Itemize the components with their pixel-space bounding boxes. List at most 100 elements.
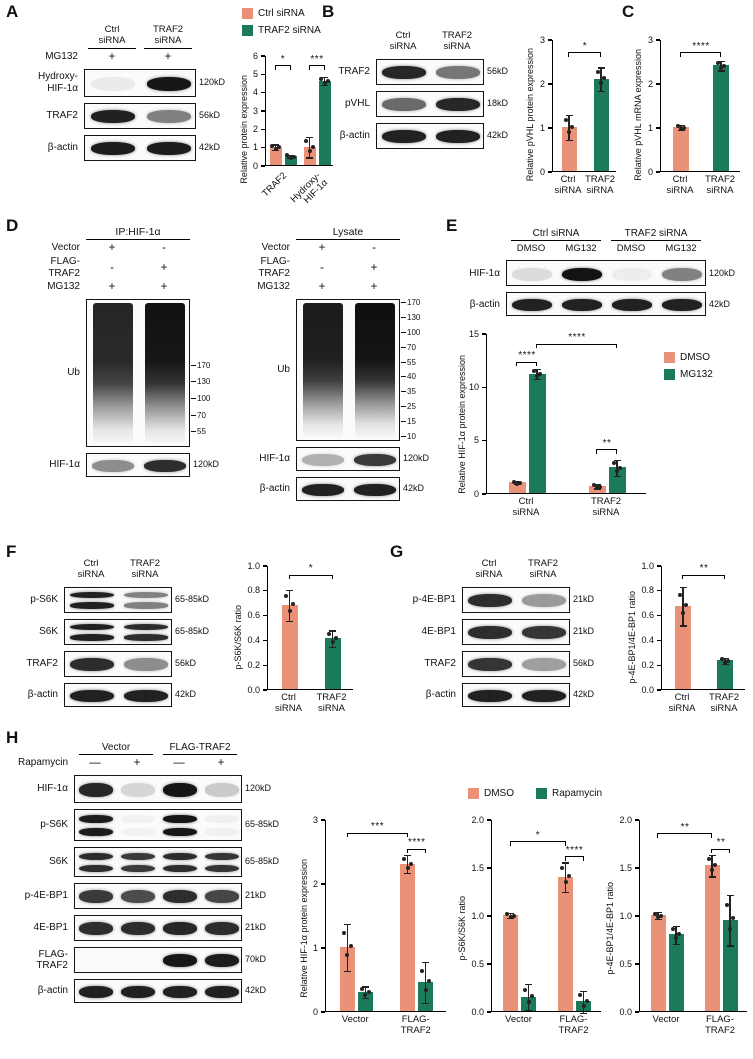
protein-band: [302, 483, 344, 496]
protein-band: [436, 98, 480, 112]
sig-tick: [711, 833, 713, 838]
data-point: [285, 153, 289, 158]
band-box: [84, 134, 196, 161]
band-box: [74, 775, 242, 803]
panel-label-e: E: [446, 216, 458, 235]
blot-row-label: β-actin: [469, 298, 500, 310]
error-bar-cap: [562, 891, 569, 893]
blot-row: FLAG- TRAF2 70kD: [18, 947, 294, 973]
sig-tick: [657, 833, 659, 838]
data-point: [715, 61, 720, 66]
sig-tick: [564, 856, 566, 861]
blot-row-label: HIF-1α: [469, 267, 500, 279]
mw-label: 70kD: [245, 954, 267, 965]
mw-mark: 130: [191, 378, 210, 386]
y-tick-label: 0.6: [641, 610, 654, 621]
y-tick: [487, 1011, 491, 1013]
mw-label: 18kD: [487, 98, 509, 109]
sig-tick: [711, 848, 713, 854]
blot-row: p-4E-BP1 21kD: [404, 586, 624, 613]
data-point: [288, 155, 293, 160]
blot-row-label: β-actin: [259, 483, 290, 495]
y-tick-label: 2.0: [619, 814, 632, 825]
lane-label: DMSO: [516, 243, 546, 254]
protein-band: [121, 864, 155, 873]
y-tick-label: 0: [539, 166, 545, 177]
blot-title: Lysate: [296, 226, 400, 240]
bar: [668, 934, 684, 1011]
y-tick: [487, 867, 491, 869]
blot-row: MG132 + +: [24, 281, 226, 293]
panel-g-chart: p-4E-BP1/4E-BP1 ratio ** 0.0 0.2 0.4 0.6 0.8 1.…: [626, 556, 750, 724]
blot-row-label: β-actin: [339, 130, 370, 142]
y-tick: [263, 565, 267, 567]
y-tick: [635, 1011, 639, 1013]
band-box: [462, 618, 570, 645]
data-point: [598, 484, 603, 489]
protein-band: [522, 594, 566, 608]
data-point: [270, 143, 274, 148]
band-box: [376, 122, 484, 149]
protein-band: [354, 453, 396, 466]
treatment-values: + +: [296, 281, 400, 293]
blot-row-label: TRAF2: [424, 658, 456, 670]
x-tick-label: Vector: [652, 1014, 680, 1025]
protein-band: [146, 110, 192, 124]
error-bar-cap: [321, 84, 328, 87]
data-point: [405, 865, 410, 870]
lane-labels: Ctrl siRNA TRAF2 siRNA: [462, 558, 570, 581]
y-tick: [263, 639, 267, 642]
data-point: [679, 126, 683, 131]
band-box: [462, 650, 570, 677]
blot-row-label: FLAG- TRAF2: [36, 948, 68, 972]
x-tick-label: Vector: [505, 1014, 532, 1025]
mw-label: 56kD: [487, 66, 509, 77]
blot-row: pVHL 18kD: [332, 90, 524, 117]
bar: [561, 127, 577, 171]
sig-line: [712, 848, 730, 850]
data-point: [706, 857, 711, 862]
y-tick: [261, 92, 265, 94]
error-bar: [729, 894, 731, 947]
data-point: [535, 374, 539, 379]
y-tick: [261, 165, 265, 167]
blot-row-label: TRAF2: [46, 110, 78, 122]
sig-label: *: [535, 829, 541, 841]
protein-band: [79, 852, 113, 861]
plot-area: ** **: [639, 820, 747, 1012]
sig-line: [510, 841, 566, 843]
sig-label: ****: [407, 837, 426, 849]
y-tick: [656, 39, 660, 41]
error-bar-cap: [672, 925, 680, 927]
y-tick: [261, 110, 265, 112]
data-point: [333, 636, 338, 641]
mw-label: 65-85kD: [245, 856, 280, 867]
y-tick-label: 0.2: [247, 659, 260, 670]
data-point: [674, 936, 678, 941]
protein-band: [205, 782, 239, 797]
lane-groups: Ctrl siRNA TRAF2 siRNA: [506, 228, 706, 241]
mw-mark: 55: [191, 428, 206, 436]
legend-label: DMSO: [484, 788, 514, 799]
y-tick-label: 6: [252, 50, 258, 61]
y-tick: [482, 333, 486, 335]
treatment-values: + -: [86, 242, 190, 254]
error-bar-cap: [708, 854, 716, 856]
x-tick-label: TRAF2 siRNA: [584, 174, 616, 196]
y-tick-label: 1.5: [619, 862, 632, 873]
panel-label-g: G: [390, 542, 404, 561]
treatment-symbol: +: [108, 50, 116, 63]
panel-h-chart-s6k: p-S6K/S6K ratio * **** 0.0 0.5 1.0 1.5 2.0 Vecto…: [456, 810, 606, 1052]
data-point: [322, 81, 327, 86]
lane-labels: DMSO MG132 DMSO MG132: [506, 243, 706, 254]
error-bar: [582, 990, 585, 1014]
mw-label: 120kD: [403, 453, 430, 464]
legend-swatch: [664, 369, 675, 380]
y-tick: [487, 819, 491, 821]
band-box: [74, 809, 242, 841]
sig-tick: [600, 52, 602, 57]
protein-band: [79, 864, 113, 873]
treatment-symbol: +: [318, 242, 326, 254]
sig-tick: [720, 52, 722, 57]
bar: [650, 915, 666, 1011]
